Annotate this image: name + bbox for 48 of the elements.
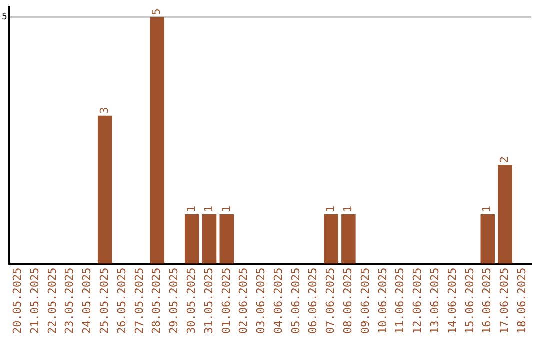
x-tick-label: 12.06.2025 xyxy=(411,268,424,334)
bar xyxy=(150,17,164,264)
x-tick-label: 15.06.2025 xyxy=(463,268,476,334)
x-tick-label: 09.06.2025 xyxy=(358,268,372,334)
x-tick-label: 18.06.2025 xyxy=(516,268,529,334)
x-tick-label: 02.06.2025 xyxy=(237,268,250,334)
bar xyxy=(342,214,356,264)
x-tick-label: 04.06.2025 xyxy=(272,268,285,334)
x-tick-label: 06.06.2025 xyxy=(306,268,320,334)
x-tick-label: 07.06.2025 xyxy=(324,268,338,334)
bar xyxy=(98,116,112,264)
x-tick-label: 30.05.2025 xyxy=(184,268,198,334)
x-tick-label: 10.06.2025 xyxy=(376,268,390,334)
bar xyxy=(324,214,338,264)
x-tick-label: 27.05.2025 xyxy=(132,268,146,334)
bar xyxy=(184,214,200,264)
data-label: 3 xyxy=(98,107,111,114)
x-tick-label: 28.05.2025 xyxy=(150,268,164,334)
x-tick-label: 21.05.2025 xyxy=(28,268,42,334)
x-tick-label: 17.06.2025 xyxy=(498,268,512,334)
data-label: 1 xyxy=(480,206,494,212)
x-tick-label: 31.05.2025 xyxy=(202,268,216,334)
x-tick-label: 25.05.2025 xyxy=(98,268,111,334)
bar xyxy=(498,165,512,264)
x-tick-label: 13.06.2025 xyxy=(428,268,442,334)
x-tick-label: 11.06.2025 xyxy=(394,268,407,334)
x-tick-label: 22.05.2025 xyxy=(46,268,59,334)
data-label: 1 xyxy=(184,206,198,212)
data-label: 2 xyxy=(498,156,512,164)
bar xyxy=(480,214,496,264)
x-tick-label: 01.06.2025 xyxy=(220,268,233,334)
data-label: 1 xyxy=(220,206,233,212)
x-tick-label: 05.06.2025 xyxy=(289,268,302,334)
data-label: 1 xyxy=(324,206,338,212)
data-label: 1 xyxy=(202,206,216,212)
data-label: 5 xyxy=(150,8,164,16)
x-tick-label: 14.06.2025 xyxy=(446,268,459,334)
data-label: 1 xyxy=(342,206,355,212)
x-tick-label: 20.05.2025 xyxy=(10,268,24,334)
x-tick-label: 29.05.2025 xyxy=(168,268,181,334)
x-tick-label: 26.05.2025 xyxy=(115,268,128,334)
x-tick-label: 24.05.2025 xyxy=(80,268,94,334)
x-tick-label: 08.06.2025 xyxy=(342,268,355,334)
bar xyxy=(202,214,217,264)
x-tick-label: 03.06.2025 xyxy=(254,268,268,334)
x-tick-label: 16.06.2025 xyxy=(480,268,494,334)
x-tick-label: 23.05.2025 xyxy=(63,268,76,334)
bar xyxy=(220,214,234,264)
